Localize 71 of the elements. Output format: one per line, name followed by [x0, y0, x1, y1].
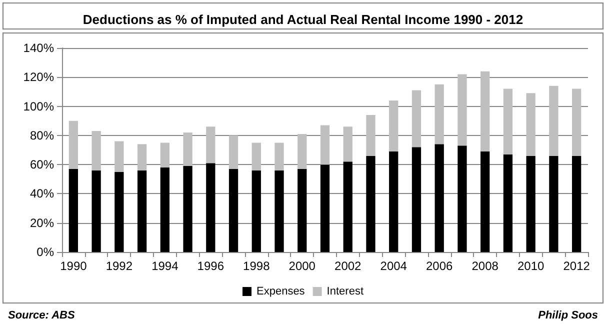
y-tick-label: 80% — [30, 128, 54, 142]
bar — [68, 168, 78, 252]
bar — [458, 146, 467, 252]
y-tick-label: 0% — [36, 245, 54, 259]
bar — [298, 168, 307, 252]
bar — [137, 170, 147, 252]
bar — [137, 144, 147, 170]
bar — [503, 88, 513, 154]
bar — [572, 156, 582, 252]
text: Philip Soos — [538, 310, 598, 322]
bar — [92, 170, 101, 252]
bar — [434, 144, 444, 252]
bar — [206, 163, 216, 252]
bar — [549, 86, 558, 156]
bar — [412, 147, 422, 252]
legend-label: Interest — [326, 286, 364, 298]
y-tick-label: 120% — [23, 70, 54, 84]
bar — [160, 167, 170, 252]
bar — [549, 156, 558, 252]
bar — [458, 74, 467, 146]
bar — [298, 134, 307, 169]
y-tick-label: 40% — [30, 186, 54, 201]
y-tick-label: 100% — [23, 99, 54, 114]
bar — [320, 164, 330, 252]
bar — [160, 142, 170, 168]
bar — [92, 131, 101, 170]
x-tick-label: 2002 — [334, 259, 362, 273]
bar — [503, 154, 513, 252]
x-tick-label: 2008 — [472, 259, 499, 273]
bar — [389, 100, 398, 152]
y-tick-label: 140% — [23, 41, 54, 55]
bar — [228, 135, 238, 169]
bar — [343, 162, 352, 252]
bar — [320, 125, 330, 165]
x-tick-label: 2004 — [380, 259, 408, 273]
bar — [480, 151, 490, 252]
bar — [252, 142, 261, 170]
x-tick-label: 1998 — [243, 259, 270, 273]
bar — [434, 84, 444, 144]
bar — [366, 156, 376, 252]
bar — [366, 115, 376, 156]
bar — [274, 142, 284, 170]
x-tick-label: 1996 — [197, 259, 224, 273]
bar — [206, 126, 216, 164]
bar — [274, 170, 284, 252]
x-tick-label: 2012 — [563, 259, 590, 273]
bar — [389, 151, 398, 252]
bar — [252, 170, 261, 252]
x-tick-label: 1994 — [152, 259, 179, 273]
bar — [114, 141, 124, 172]
bar — [526, 156, 536, 252]
x-tick-label: 2010 — [517, 259, 544, 273]
chart-title: Deductions as % of Imputed and Actual Real Rental Income 1990 - 2012 — [82, 12, 524, 27]
x-tick-label: 2000 — [288, 259, 316, 273]
source-note: Source: ABS — [8, 310, 76, 322]
bar — [343, 126, 352, 162]
x-tick-label: 1990 — [60, 259, 88, 273]
bar — [183, 166, 192, 252]
bar — [68, 120, 78, 169]
bar — [183, 132, 192, 166]
bar — [412, 90, 422, 148]
x-tick-label: 2006 — [426, 259, 454, 273]
x-tick-label: 1992 — [106, 259, 133, 273]
bar — [572, 88, 582, 156]
bar — [114, 172, 124, 252]
y-tick-label: 20% — [30, 216, 54, 230]
y-tick-label: 60% — [30, 158, 54, 172]
bar — [228, 168, 238, 252]
legend-label: Expenses — [256, 286, 306, 298]
bar — [480, 71, 490, 152]
bar — [526, 93, 536, 156]
